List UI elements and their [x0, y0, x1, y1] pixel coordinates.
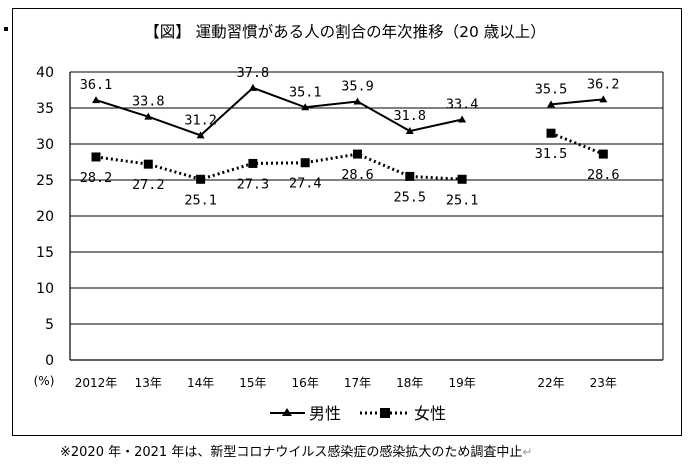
- series-line-男性-1: [550, 98, 604, 106]
- point-男性-8: [547, 100, 556, 108]
- data-label-女性-8: 31.5: [535, 146, 568, 162]
- point-男性-9: [599, 95, 608, 103]
- point-男性-5: [353, 97, 362, 105]
- point-女性-4: [300, 158, 310, 168]
- data-label-男性-5: 35.9: [341, 79, 374, 95]
- point-女性-8: [546, 128, 556, 138]
- data-label-男性-4: 35.1: [289, 84, 322, 100]
- point-男性-4: [301, 103, 310, 111]
- data-label-男性-1: 33.8: [132, 94, 165, 110]
- point-男性-7: [458, 115, 467, 123]
- point-女性-9: [598, 149, 608, 159]
- y-tick-label-20: 20: [36, 209, 54, 225]
- x-tick-label-9: 23年: [590, 376, 617, 390]
- point-女性-5: [353, 149, 362, 159]
- chart-frame: [12, 8, 682, 436]
- legend-marker-男性: [282, 408, 292, 416]
- point-男性-3: [248, 83, 257, 91]
- data-label-男性-9: 36.2: [587, 76, 620, 92]
- point-女性-2: [196, 174, 206, 184]
- y-tick-label-5: 5: [45, 317, 54, 333]
- point-女性-3: [248, 158, 258, 168]
- data-label-男性-0: 36.1: [80, 77, 113, 93]
- series-line-女性-1: [550, 131, 604, 156]
- point-女性-6: [405, 171, 415, 181]
- x-tick-label-4: 16年: [292, 376, 319, 390]
- data-label-男性-7: 33.4: [446, 97, 479, 113]
- y-tick-label-25: 25: [36, 173, 54, 189]
- data-label-女性-7: 25.1: [446, 192, 479, 208]
- point-女性-7: [457, 174, 467, 184]
- bullet-marker: [4, 27, 8, 31]
- data-label-女性-4: 27.4: [289, 176, 322, 192]
- point-女性-1: [143, 159, 153, 169]
- y-tick-label-35: 35: [36, 101, 54, 117]
- y-tick-label-0: 0: [45, 353, 54, 369]
- data-label-女性-9: 28.6: [587, 167, 620, 183]
- point-男性-2: [196, 131, 205, 139]
- data-label-男性-2: 31.2: [184, 112, 217, 128]
- y-tick-label-15: 15: [36, 245, 54, 261]
- data-label-女性-0: 28.2: [80, 170, 113, 186]
- chart-title: 【図】 運動習慣がある人の割合の年次推移（20 歳以上）: [144, 23, 546, 41]
- x-tick-label-8: 22年: [537, 376, 564, 390]
- data-label-女性-1: 27.2: [132, 177, 165, 193]
- legend-label-男性: 男性: [309, 404, 341, 423]
- point-男性-6: [405, 127, 414, 135]
- legend-label-女性: 女性: [414, 404, 446, 423]
- point-男性-0: [92, 96, 100, 104]
- chart-footnote: ※2020 年・2021 年は、新型コロナウイルス感染症の感染拡大のため調査中止…: [60, 441, 680, 460]
- footnote-text: ※2020 年・2021 年は、新型コロナウイルス感染症の感染拡大のため調査中止: [60, 445, 523, 460]
- series-line-男性-0: [95, 86, 463, 137]
- data-label-女性-3: 27.3: [237, 176, 270, 192]
- point-女性-0: [91, 152, 101, 162]
- x-tick-label-0: 2012年: [75, 376, 118, 390]
- series-line-女性-0: [95, 152, 463, 181]
- data-label-女性-5: 28.6: [341, 167, 374, 183]
- data-label-男性-3: 37.8: [237, 65, 270, 81]
- x-tick-label-6: 18年: [396, 376, 423, 390]
- y-tick-label-10: 10: [36, 281, 54, 297]
- x-tick-label-1: 13年: [135, 376, 162, 390]
- data-label-男性-8: 35.5: [535, 81, 568, 97]
- x-tick-label-2: 14年: [187, 376, 214, 390]
- y-axis-unit-label: (%): [34, 374, 55, 388]
- point-男性-1: [144, 112, 153, 120]
- data-label-男性-6: 31.8: [394, 108, 427, 124]
- data-label-女性-6: 25.5: [394, 189, 427, 205]
- x-tick-label-7: 19年: [448, 376, 475, 390]
- x-tick-label-5: 17年: [344, 376, 371, 390]
- x-tick-label-3: 15年: [239, 376, 266, 390]
- legend-marker-女性: [380, 408, 390, 418]
- line-chart: 【図】 運動習慣がある人の割合の年次推移（20 歳以上） 0 5 10 15 20 25 30…: [34, 23, 664, 423]
- data-label-女性-2: 25.1: [184, 192, 217, 208]
- y-tick-label-40: 40: [36, 65, 54, 81]
- return-mark-icon: ↵: [522, 445, 533, 459]
- y-tick-label-30: 30: [36, 137, 54, 153]
